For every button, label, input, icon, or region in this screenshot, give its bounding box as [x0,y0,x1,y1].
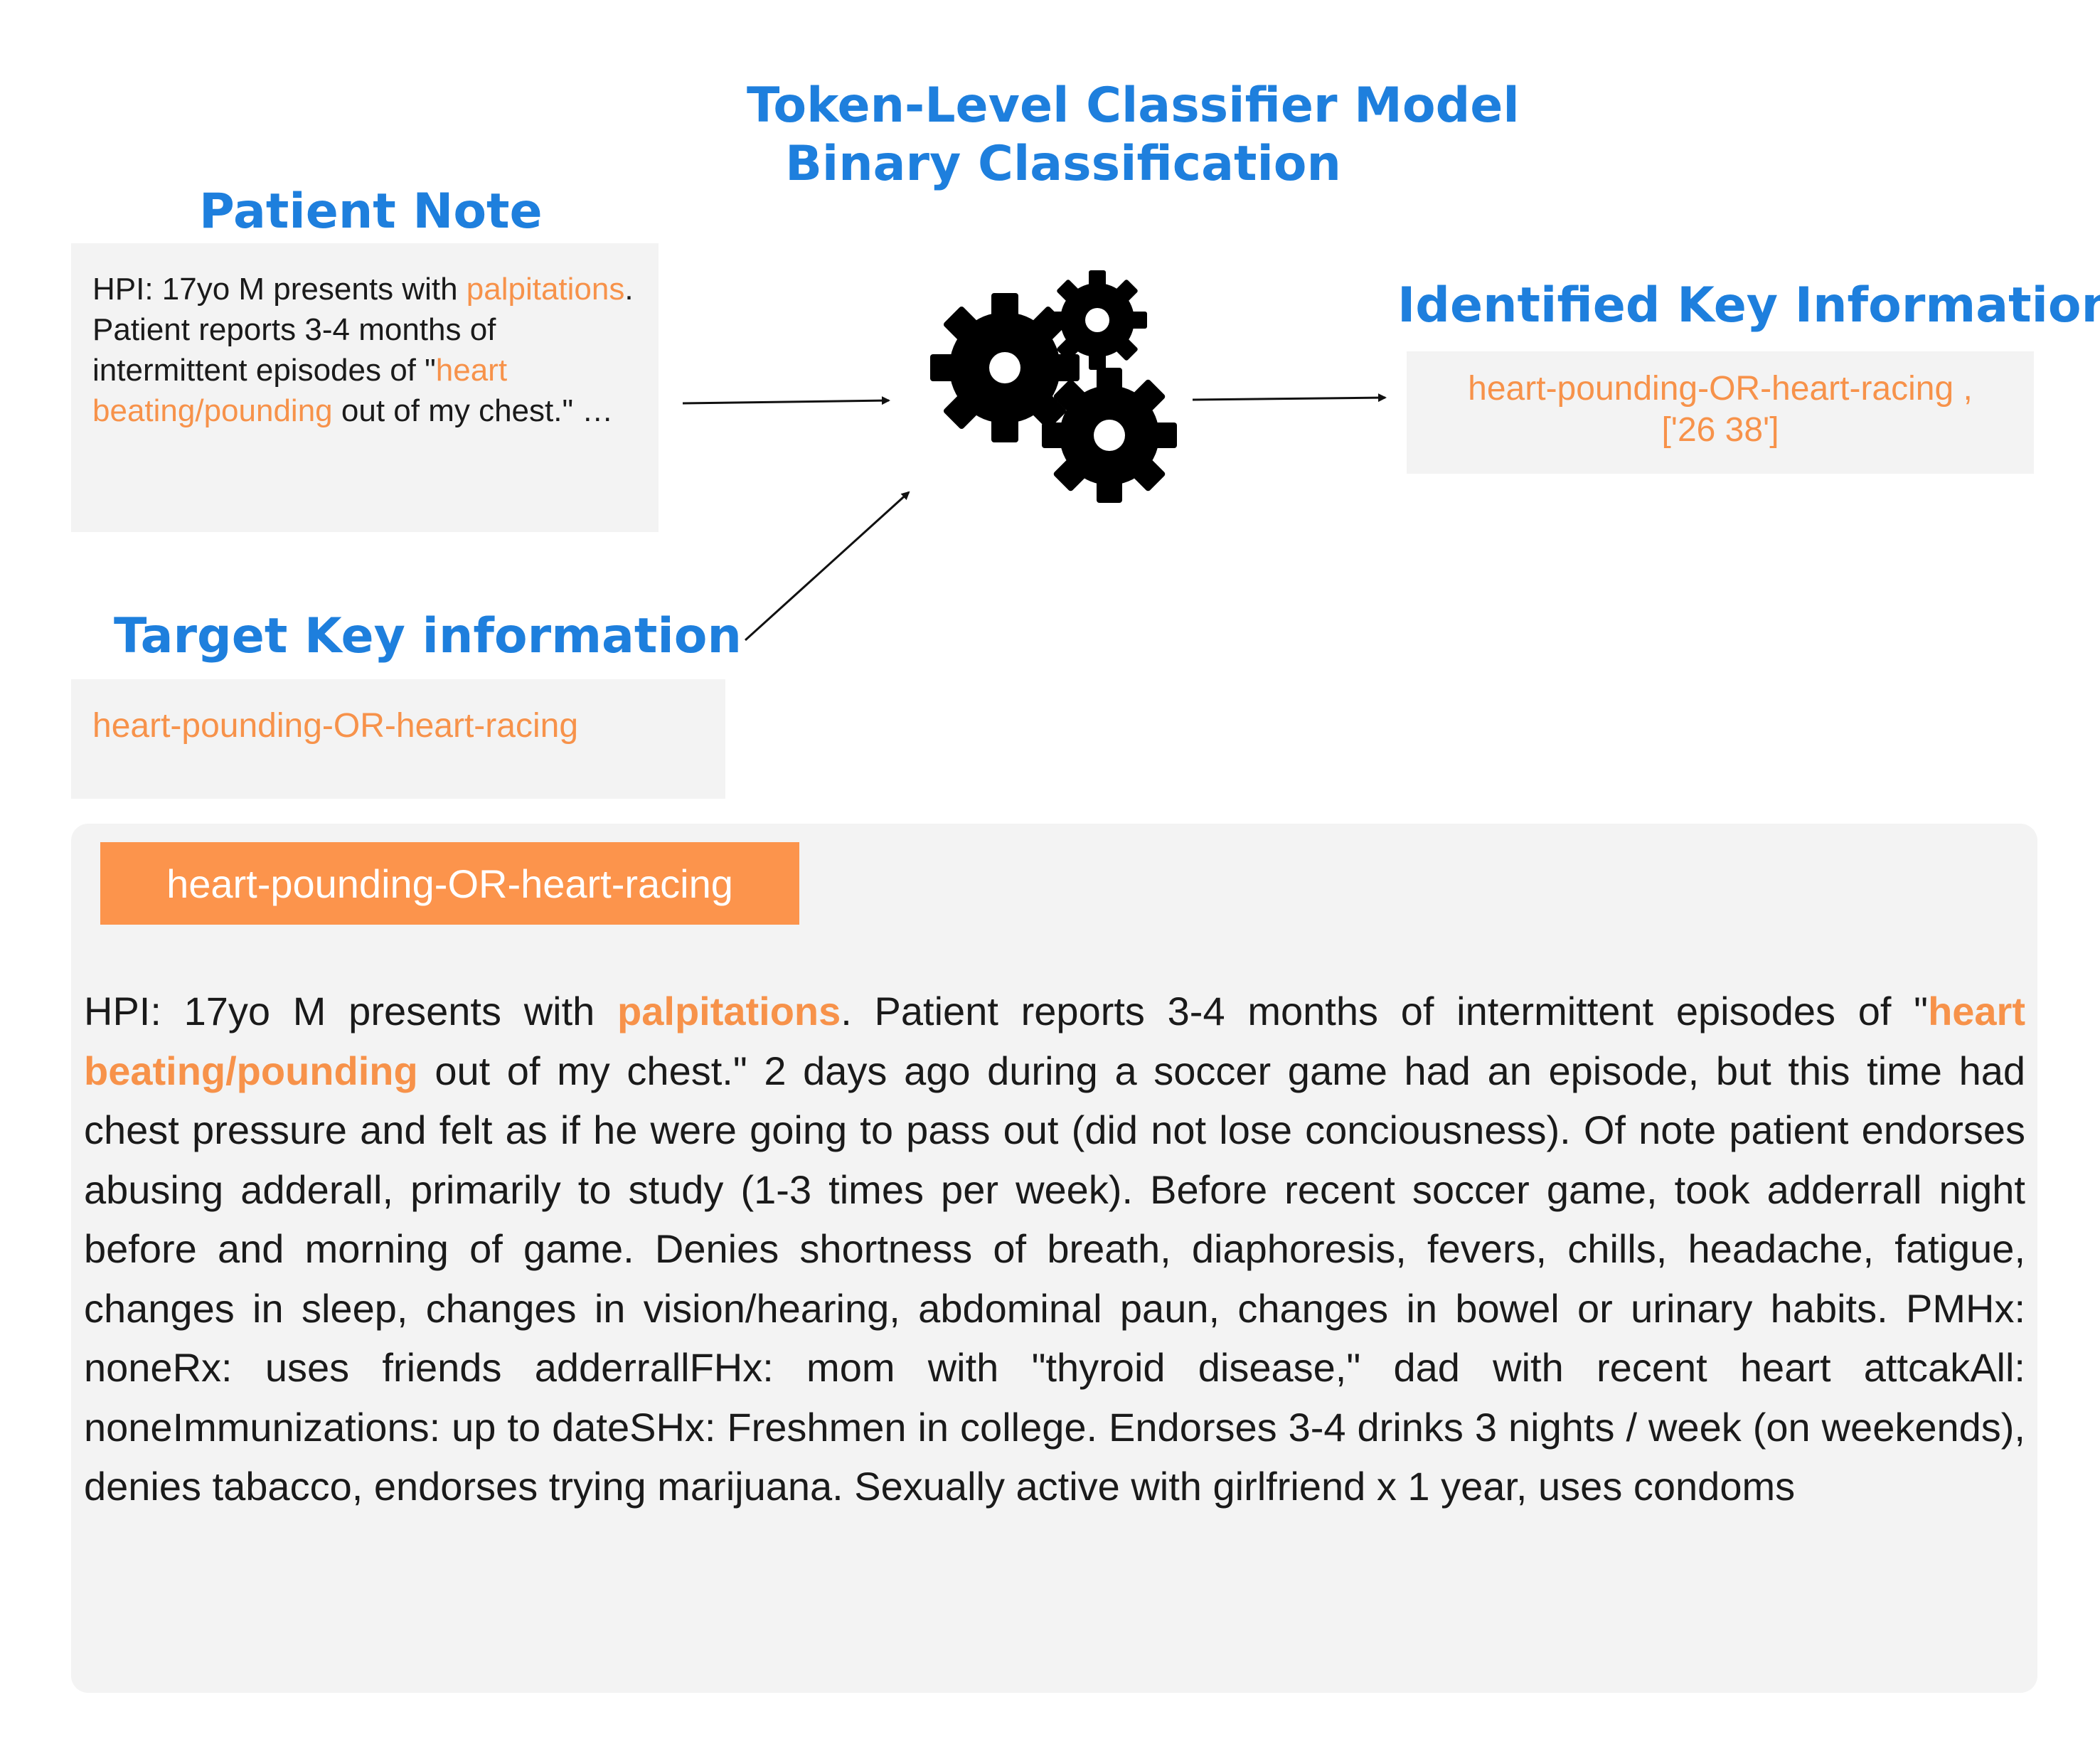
highlighted-span: heart beating/pounding [92,353,508,428]
example-label-badge: heart-pounding-OR-heart-racing [100,842,799,925]
text-span: HPI: 17yo M presents with [84,989,618,1033]
arrow-note-to-model [682,396,890,405]
text-span: HPI: 17yo M presents with [92,272,467,307]
arrow-model-to-output [1192,393,1387,403]
flow-diagram [682,270,1387,642]
highlighted-span: palpitations [617,989,841,1033]
highlighted-span: heart beating/pounding [84,989,2025,1093]
target-box: heart-pounding-OR-heart-racing [71,679,725,799]
arrow-target-to-model [744,491,910,642]
model-title-line2: Binary Classification [785,136,1341,192]
identified-line2: ['26 38'] [1661,411,1779,449]
model-title-line1: Token-Level Classifier Model [747,78,1520,134]
identified-box: heart-pounding-OR-heart-racing , ['26 38… [1407,351,2034,474]
target-heading: Target Key information [114,608,742,664]
text-span: . Patient reports 3-4 months of intermit… [92,272,634,388]
text-span: out of my chest." 2 days ago during a so… [84,1048,2025,1509]
model-title: Token-Level Classifier Model Binary Clas… [747,77,1520,193]
patient-note-heading: Patient Note [199,184,543,240]
highlighted-span: palpitations [466,272,625,307]
patient-note-box: HPI: 17yo M presents with palpitations. … [71,243,659,532]
target-value: heart-pounding-OR-heart-racing [92,707,579,745]
gears-icon [930,270,1177,503]
identified-line1: heart-pounding-OR-heart-racing , [1468,370,1973,408]
text-span: . Patient reports 3-4 months of intermit… [841,989,1929,1033]
example-text: HPI: 17yo M presents with palpitations. … [84,982,2025,1516]
example-panel [71,824,2037,1693]
identified-heading: Identified Key Information [1397,277,2100,334]
patient-note-text: HPI: 17yo M presents with palpitations. … [92,269,637,431]
text-span: out of my chest." … [332,393,614,428]
